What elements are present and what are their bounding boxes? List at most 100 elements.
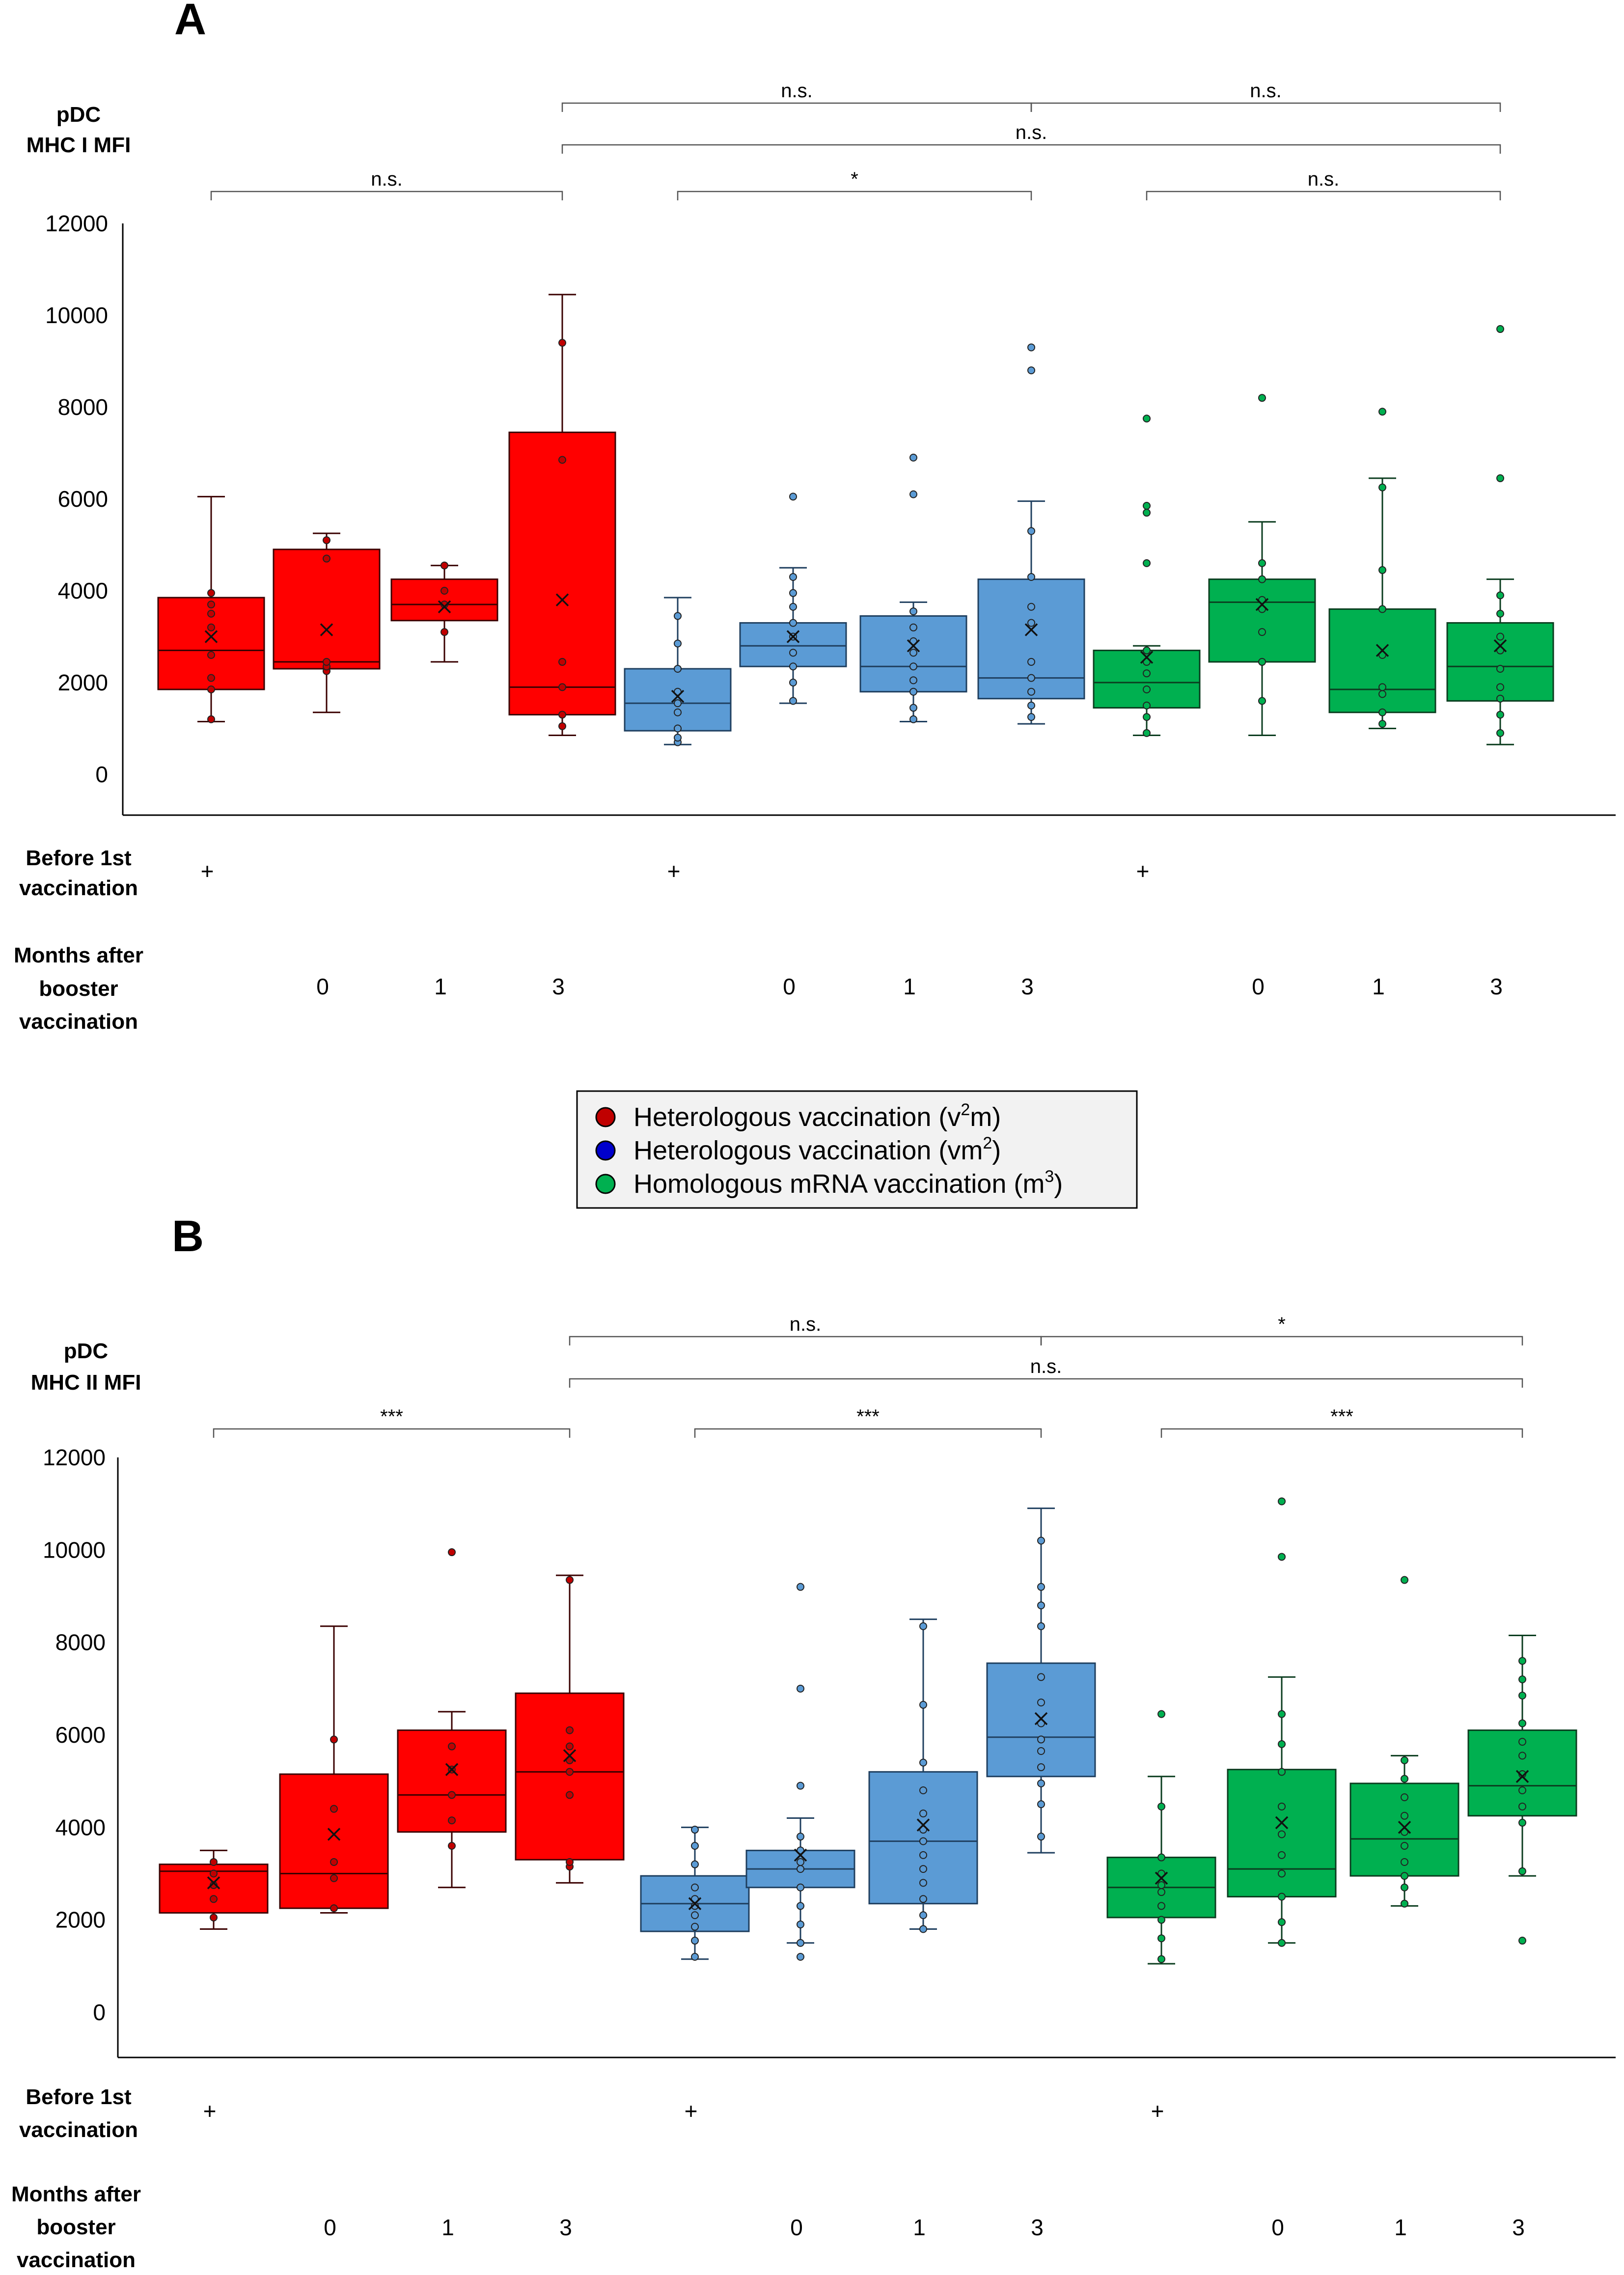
months-row-label-line-1: Months after xyxy=(11,2182,141,2206)
data-point xyxy=(1143,559,1151,567)
panel-b: B pDC MHC II MFI 0 2000 4000 6000 8000 10000 1… xyxy=(11,1212,1616,2272)
months-category-label: 3 xyxy=(1021,974,1034,999)
data-point xyxy=(1157,1710,1165,1718)
significance-label: *** xyxy=(380,1406,403,1427)
bracket-line xyxy=(694,1428,1042,1438)
box-v2m-3 xyxy=(508,294,616,737)
significance-bracket: * xyxy=(1040,1314,1523,1345)
y-tick-label: 4000 xyxy=(55,1814,106,1840)
data-point xyxy=(1157,1916,1165,1924)
data-point xyxy=(210,1858,218,1866)
data-point xyxy=(330,1904,338,1913)
before-row-label-line-1: Before 1st xyxy=(26,2085,132,2109)
data-point xyxy=(909,704,917,712)
legend-item-m3: Homologous mRNA vaccination (m3) xyxy=(595,1167,1063,1199)
data-point xyxy=(566,1726,574,1734)
data-point xyxy=(566,1768,574,1776)
data-point xyxy=(789,589,797,597)
data-point xyxy=(448,1791,456,1799)
bracket-line xyxy=(677,191,1032,200)
data-point xyxy=(909,607,917,616)
y-axis-label-line-1: pDC xyxy=(64,1339,108,1363)
mean-marker xyxy=(563,1749,577,1762)
data-point xyxy=(207,609,215,618)
box-vm2-4 xyxy=(640,1826,750,1961)
data-point xyxy=(1496,694,1504,703)
data-point xyxy=(1027,343,1035,352)
box-m3-9 xyxy=(1208,394,1316,737)
months-category-label: 0 xyxy=(324,2215,336,2240)
significance-label: n.s. xyxy=(1030,1356,1062,1377)
box-vm2-6 xyxy=(868,1618,978,1933)
data-point xyxy=(909,453,917,462)
data-point xyxy=(919,1758,927,1767)
months-category-label: 3 xyxy=(559,2215,572,2240)
data-point xyxy=(1496,711,1504,719)
data-point xyxy=(207,589,215,597)
data-point xyxy=(566,1742,574,1751)
mean-marker xyxy=(1515,1770,1529,1783)
significance-label: n.s. xyxy=(781,80,812,102)
data-point xyxy=(1037,1763,1045,1771)
data-point xyxy=(1027,674,1035,682)
before-vaccination-mark: + xyxy=(1151,2098,1164,2124)
data-point xyxy=(909,662,917,671)
months-category-label: 1 xyxy=(1372,974,1385,999)
data-point xyxy=(1401,1872,1408,1880)
data-point xyxy=(797,1684,804,1693)
y-tick-label: 12000 xyxy=(45,211,108,236)
data-point xyxy=(1027,658,1035,666)
data-point xyxy=(330,1858,338,1866)
data-point xyxy=(1378,690,1386,698)
iqr-box xyxy=(390,578,498,622)
data-point xyxy=(1496,609,1504,618)
data-point xyxy=(1278,1830,1286,1838)
data-point xyxy=(919,1809,927,1818)
data-point xyxy=(1258,658,1266,666)
data-point xyxy=(1258,394,1266,402)
mean-marker xyxy=(555,593,569,606)
data-point xyxy=(1401,1899,1408,1908)
data-point xyxy=(1401,1576,1408,1584)
data-point xyxy=(440,628,448,636)
box-vm2-7 xyxy=(986,1508,1096,1854)
data-point xyxy=(797,1902,804,1910)
bracket-line xyxy=(1146,191,1501,200)
data-point xyxy=(1258,575,1266,583)
box-m3-8 xyxy=(1106,1710,1216,1965)
data-point xyxy=(797,1939,804,1947)
data-point xyxy=(1518,1937,1526,1945)
data-point xyxy=(797,1953,804,1961)
data-point xyxy=(558,722,566,730)
months-category-label: 1 xyxy=(434,974,447,999)
data-point xyxy=(1378,720,1386,728)
data-point xyxy=(1258,559,1266,567)
data-point xyxy=(566,1791,574,1799)
y-axis-label-line-2: MHC II MFI xyxy=(31,1370,141,1395)
months-category-label: 0 xyxy=(790,2215,803,2240)
iqr-box xyxy=(273,548,381,670)
bracket-line xyxy=(569,1336,1042,1345)
iqr-box xyxy=(739,622,847,667)
mean-marker xyxy=(794,1848,807,1862)
data-point xyxy=(691,1842,699,1850)
data-point xyxy=(448,1742,456,1751)
data-point xyxy=(1518,1719,1526,1727)
x-category-labels: + + +0 1 3 0 1 3 0 1 3 xyxy=(201,858,1503,999)
data-point xyxy=(789,649,797,657)
data-point xyxy=(1278,1768,1286,1776)
box-v2m-1 xyxy=(279,1625,389,1914)
data-point xyxy=(674,639,682,648)
data-point xyxy=(566,1858,574,1866)
before-vaccination-mark: + xyxy=(203,2098,217,2124)
data-point xyxy=(909,676,917,685)
data-point xyxy=(558,711,566,719)
data-point xyxy=(1157,1802,1165,1810)
data-point xyxy=(1027,687,1035,696)
data-point xyxy=(1378,683,1386,691)
data-point xyxy=(1278,1918,1286,1926)
before-vaccination-mark: + xyxy=(201,858,214,884)
data-point xyxy=(1378,566,1386,574)
data-point xyxy=(1037,1833,1045,1841)
y-axis-label-line-1: pDC xyxy=(56,103,101,127)
